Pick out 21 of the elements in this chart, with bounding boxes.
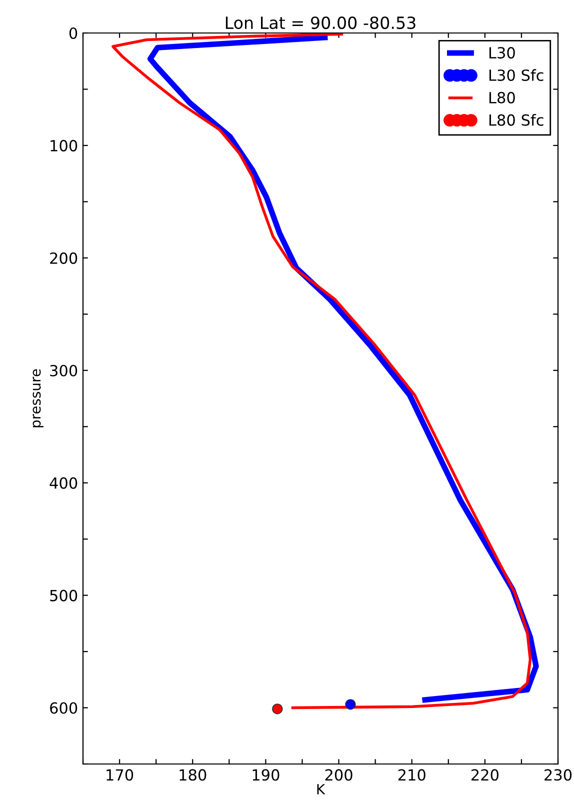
legend-label: L80 Sfc <box>489 114 544 126</box>
y-tick-label: 500 <box>50 590 78 602</box>
y-tick-label: 400 <box>50 477 78 489</box>
x-axis-title: K <box>317 784 326 794</box>
x-tick-label: 230 <box>544 769 572 781</box>
legend-label: L30 Sfc <box>489 69 544 81</box>
x-tick-label: 200 <box>325 769 352 781</box>
x-tick-label: 220 <box>471 769 498 781</box>
x-tick-label: 210 <box>398 769 426 781</box>
x-tick-label: 190 <box>252 769 280 781</box>
y-tick-label: 0 <box>69 27 78 40</box>
y-tick-label: 200 <box>50 252 78 264</box>
legend-label: L80 <box>489 92 515 104</box>
y-tick-label: 100 <box>50 140 78 152</box>
y-axis-title: pressure <box>32 369 44 428</box>
y-tick-label: 600 <box>50 702 78 714</box>
chart-title: Lon Lat = 90.00 -80.53 <box>226 16 416 30</box>
x-tick-label: 170 <box>106 769 134 781</box>
y-tick-label: 300 <box>50 364 78 376</box>
x-tick-label: 180 <box>180 769 206 781</box>
legend-label: L30 <box>489 47 515 59</box>
